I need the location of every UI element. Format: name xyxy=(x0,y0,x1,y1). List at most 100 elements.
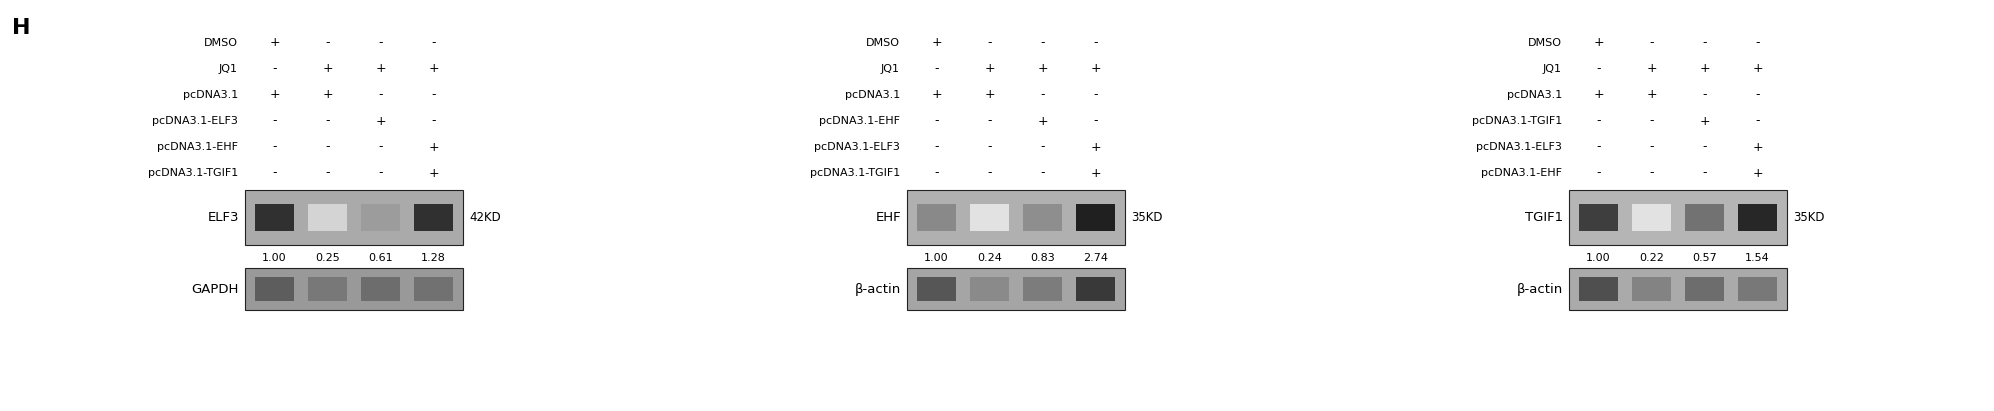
Text: -: - xyxy=(1649,37,1653,49)
Bar xyxy=(907,268,1125,310)
Text: -: - xyxy=(1755,88,1761,102)
Text: +: + xyxy=(375,115,385,127)
Text: -: - xyxy=(1597,62,1601,76)
Text: pcDNA3.1-EHF: pcDNA3.1-EHF xyxy=(158,142,237,152)
Text: -: - xyxy=(325,166,329,180)
Text: +: + xyxy=(1647,62,1657,76)
Bar xyxy=(971,204,1009,231)
Text: -: - xyxy=(431,115,437,127)
Text: +: + xyxy=(269,88,279,102)
Text: -: - xyxy=(1597,166,1601,180)
Text: 35KD: 35KD xyxy=(1131,211,1163,224)
Text: -: - xyxy=(1703,37,1707,49)
Text: +: + xyxy=(1091,166,1101,180)
Text: pcDNA3.1-EHF: pcDNA3.1-EHF xyxy=(820,116,899,126)
Bar xyxy=(1685,277,1723,301)
Text: -: - xyxy=(325,141,329,153)
Text: -: - xyxy=(935,166,939,180)
Text: -: - xyxy=(1597,141,1601,153)
Text: H: H xyxy=(12,18,30,38)
Text: -: - xyxy=(1703,166,1707,180)
Text: -: - xyxy=(1703,88,1707,102)
Text: -: - xyxy=(273,62,277,76)
Bar xyxy=(907,190,1125,245)
Bar xyxy=(415,277,453,301)
Text: pcDNA3.1-EHF: pcDNA3.1-EHF xyxy=(1482,168,1561,178)
Text: DMSO: DMSO xyxy=(865,38,899,48)
Text: -: - xyxy=(935,115,939,127)
Text: +: + xyxy=(1037,62,1047,76)
Text: 2.74: 2.74 xyxy=(1083,253,1109,263)
Text: pcDNA3.1-ELF3: pcDNA3.1-ELF3 xyxy=(814,142,899,152)
Bar xyxy=(917,204,955,231)
Text: -: - xyxy=(1649,141,1653,153)
Text: 1.00: 1.00 xyxy=(261,253,287,263)
Bar xyxy=(971,277,1009,301)
Text: +: + xyxy=(1753,141,1763,153)
Text: +: + xyxy=(1037,115,1047,127)
Bar xyxy=(1739,277,1777,301)
Text: +: + xyxy=(1593,88,1603,102)
Text: +: + xyxy=(269,37,279,49)
Text: pcDNA3.1-TGIF1: pcDNA3.1-TGIF1 xyxy=(148,168,237,178)
Bar xyxy=(415,204,453,231)
Text: -: - xyxy=(325,37,329,49)
Text: -: - xyxy=(987,37,991,49)
Text: -: - xyxy=(987,141,991,153)
Bar xyxy=(1633,277,1671,301)
Text: +: + xyxy=(1593,37,1603,49)
Bar xyxy=(255,277,293,301)
Text: +: + xyxy=(1091,141,1101,153)
Text: pcDNA3.1-ELF3: pcDNA3.1-ELF3 xyxy=(152,116,237,126)
Bar xyxy=(1077,277,1115,301)
Text: 0.22: 0.22 xyxy=(1639,253,1663,263)
Text: β-actin: β-actin xyxy=(1517,282,1563,296)
Bar xyxy=(309,277,347,301)
Text: 1.00: 1.00 xyxy=(1585,253,1611,263)
Bar xyxy=(1633,204,1671,231)
Text: -: - xyxy=(1093,88,1099,102)
Text: JQ1: JQ1 xyxy=(1543,64,1561,74)
Text: -: - xyxy=(1041,88,1045,102)
Bar xyxy=(361,204,399,231)
Text: +: + xyxy=(1753,62,1763,76)
Text: pcDNA3.1-TGIF1: pcDNA3.1-TGIF1 xyxy=(810,168,899,178)
Text: +: + xyxy=(985,62,995,76)
Text: 0.61: 0.61 xyxy=(369,253,393,263)
Text: EHF: EHF xyxy=(875,211,901,224)
Text: -: - xyxy=(1755,37,1761,49)
Bar xyxy=(245,268,463,310)
Text: -: - xyxy=(273,166,277,180)
Text: -: - xyxy=(379,37,383,49)
Text: -: - xyxy=(1041,141,1045,153)
Text: -: - xyxy=(987,115,991,127)
Text: pcDNA3.1-ELF3: pcDNA3.1-ELF3 xyxy=(1476,142,1561,152)
Text: -: - xyxy=(1093,37,1099,49)
Text: +: + xyxy=(931,88,941,102)
Text: 42KD: 42KD xyxy=(469,211,500,224)
Text: 0.24: 0.24 xyxy=(977,253,1001,263)
Bar xyxy=(1739,204,1777,231)
Text: +: + xyxy=(323,62,333,76)
Text: 1.28: 1.28 xyxy=(421,253,447,263)
Text: DMSO: DMSO xyxy=(203,38,237,48)
Bar xyxy=(917,277,955,301)
Text: -: - xyxy=(1041,37,1045,49)
Text: +: + xyxy=(429,62,439,76)
Bar xyxy=(1023,277,1061,301)
Text: +: + xyxy=(985,88,995,102)
Text: -: - xyxy=(1041,166,1045,180)
Bar xyxy=(1077,204,1115,231)
Text: 1.00: 1.00 xyxy=(923,253,949,263)
Text: pcDNA3.1: pcDNA3.1 xyxy=(1507,90,1561,100)
Bar xyxy=(1023,204,1061,231)
Text: -: - xyxy=(273,141,277,153)
Text: +: + xyxy=(1091,62,1101,76)
Text: JQ1: JQ1 xyxy=(881,64,899,74)
Text: +: + xyxy=(1647,88,1657,102)
Text: +: + xyxy=(323,88,333,102)
Bar xyxy=(1579,277,1617,301)
Text: 1.54: 1.54 xyxy=(1745,253,1771,263)
Text: -: - xyxy=(379,141,383,153)
Text: pcDNA3.1: pcDNA3.1 xyxy=(183,90,237,100)
